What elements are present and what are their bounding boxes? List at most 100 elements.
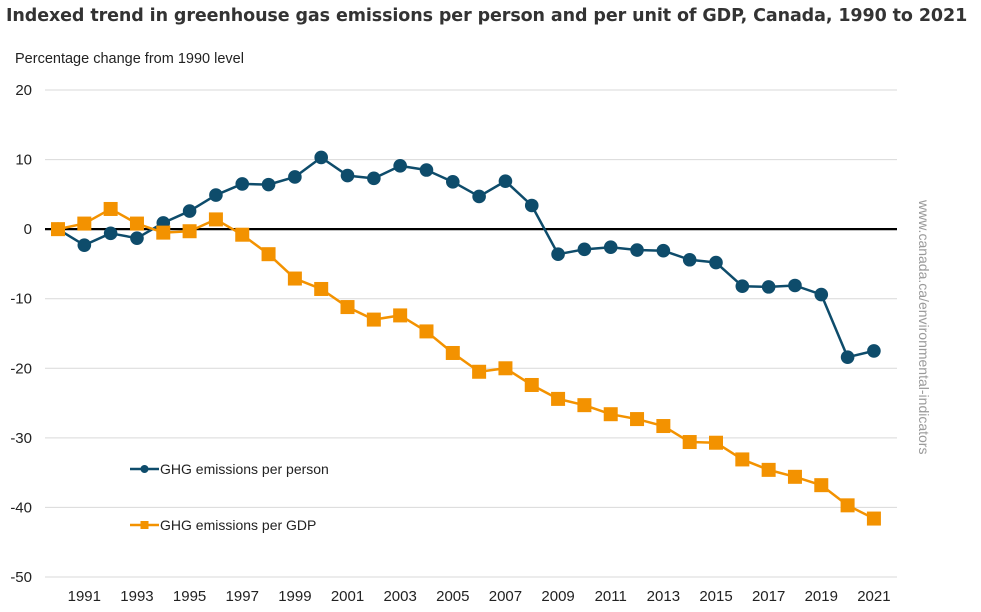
data-point-2017 [761, 462, 776, 477]
data-point-2009 [551, 391, 566, 406]
data-point-2018 [787, 469, 802, 484]
x-tick-label: 2017 [752, 588, 785, 605]
data-point-1998 [261, 247, 276, 262]
data-point-2009 [551, 247, 565, 261]
legend-item: GHG emissions per GDP [130, 517, 316, 533]
data-point-2010 [577, 398, 592, 413]
data-point-1995 [182, 204, 197, 218]
x-axis-ticks: 1991 1993 1995 1997 1999 2001 2003 2005 2007 2009… [68, 588, 891, 605]
data-point-2013 [656, 419, 671, 434]
data-point-1990 [51, 222, 65, 237]
data-point-2021 [866, 511, 881, 526]
data-point-1998 [261, 177, 276, 192]
data-point-1993 [130, 231, 144, 245]
data-point-2001 [340, 168, 355, 183]
x-tick-label: 2019 [805, 588, 838, 605]
data-point-1991 [77, 216, 92, 231]
data-point-2019 [814, 287, 829, 302]
legend-label: GHG emissions per GDP [160, 517, 316, 533]
data-point-2016 [735, 279, 750, 293]
data-point-2000 [314, 150, 329, 165]
data-point-2010 [577, 242, 592, 257]
legend-item: GHG emissions per person [130, 461, 329, 477]
data-point-1996 [209, 188, 223, 202]
data-point-2007 [498, 361, 513, 376]
data-point-2015 [709, 435, 723, 450]
data-point-1991 [77, 238, 92, 252]
data-point-2005 [445, 345, 460, 360]
data-point-2014 [682, 435, 697, 450]
data-point-2003 [393, 159, 407, 173]
data-point-2008 [524, 198, 539, 213]
data-point-1999 [288, 170, 302, 184]
y-tick-label: -30 [10, 430, 32, 447]
data-point-1994 [156, 225, 171, 240]
data-point-2019 [814, 478, 829, 493]
data-point-1997 [235, 227, 250, 242]
data-point-2014 [682, 252, 697, 267]
data-point-2011 [603, 407, 618, 422]
data-point-2004 [419, 324, 434, 339]
source-watermark: www.canada.ca/environmental-indicators [916, 200, 932, 455]
data-point-2001 [340, 300, 355, 315]
data-point-2021 [867, 344, 881, 358]
x-tick-label: 2005 [436, 588, 469, 605]
y-tick-label: -20 [10, 360, 32, 377]
x-tick-label: 2003 [383, 588, 416, 605]
gridlines [45, 89, 897, 578]
data-point-2007 [498, 174, 513, 188]
data-point-2003 [393, 308, 408, 323]
y-tick-label: -40 [10, 499, 32, 516]
x-tick-label: 1993 [120, 588, 153, 605]
series-per-gdp [51, 201, 881, 526]
data-point-2012 [630, 243, 644, 257]
data-point-2004 [419, 163, 434, 177]
y-tick-label: 10 [15, 152, 32, 169]
y-tick-label: 0 [24, 221, 32, 238]
legend-label: GHG emissions per person [160, 461, 329, 477]
circle-marker-icon [140, 465, 149, 473]
y-tick-label: -10 [10, 291, 32, 308]
y-tick-label: 20 [15, 82, 32, 99]
x-tick-label: 2001 [331, 588, 364, 605]
x-tick-label: 2021 [857, 588, 890, 605]
data-point-2002 [367, 171, 381, 186]
data-point-1995 [182, 224, 197, 239]
y-axis-ticks: 20 10 0 -10 -20 -30 -40 -50 [10, 82, 32, 586]
x-tick-label: 1997 [226, 588, 259, 605]
data-point-2011 [603, 240, 618, 255]
data-point-2006 [472, 189, 486, 204]
data-point-2012 [630, 412, 645, 427]
data-point-2000 [314, 281, 329, 296]
x-tick-label: 1991 [68, 588, 101, 605]
chart-title: Indexed trend in greenhouse gas emission… [6, 6, 968, 26]
data-point-2020 [840, 350, 855, 364]
data-point-2008 [524, 377, 539, 392]
series-line [57, 156, 875, 359]
y-tick-label: -50 [10, 569, 32, 586]
data-point-1999 [287, 271, 302, 286]
y-axis-label: Percentage change from 1990 level [15, 51, 244, 67]
data-point-2016 [735, 452, 750, 467]
data-point-2002 [366, 312, 381, 327]
x-tick-label: 1999 [278, 588, 311, 605]
series-per-person [51, 150, 881, 364]
data-point-2006 [472, 364, 487, 379]
data-point-2005 [446, 175, 460, 189]
data-point-1992 [103, 226, 118, 241]
x-tick-label: 2007 [489, 588, 522, 605]
data-point-2015 [709, 255, 723, 270]
data-point-1993 [129, 216, 144, 231]
series-group [51, 150, 881, 526]
square-marker-icon [140, 521, 149, 529]
data-point-2020 [840, 498, 855, 513]
legend: GHG emissions per person GHG emissions pe… [130, 461, 329, 533]
x-tick-label: 1995 [173, 588, 206, 605]
data-point-1997 [235, 177, 250, 191]
data-point-1996 [208, 212, 223, 227]
data-point-2013 [656, 243, 671, 258]
data-point-2017 [761, 280, 776, 294]
data-point-2018 [788, 278, 802, 293]
x-tick-label: 2015 [699, 588, 732, 605]
